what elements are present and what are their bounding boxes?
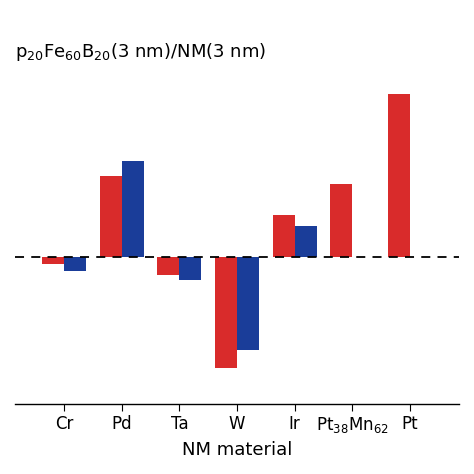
Bar bbox=[42, 257, 64, 264]
Bar bbox=[122, 161, 144, 257]
Bar bbox=[330, 184, 352, 257]
Bar bbox=[295, 226, 317, 257]
Bar bbox=[157, 257, 179, 275]
Bar bbox=[273, 215, 295, 257]
Bar bbox=[237, 257, 259, 349]
Text: p$_{20}$Fe$_{60}$B$_{20}$(3 nm)/NM(3 nm): p$_{20}$Fe$_{60}$B$_{20}$(3 nm)/NM(3 nm) bbox=[15, 41, 266, 63]
Bar bbox=[100, 176, 122, 257]
Bar bbox=[388, 94, 410, 257]
Bar bbox=[215, 257, 237, 368]
X-axis label: NM material: NM material bbox=[182, 441, 292, 459]
Bar bbox=[179, 257, 201, 280]
Bar bbox=[64, 257, 86, 271]
